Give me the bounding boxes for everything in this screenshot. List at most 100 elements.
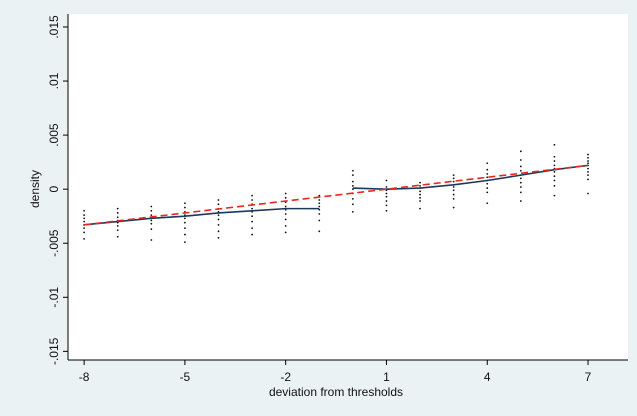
point [83, 231, 86, 234]
point [184, 221, 186, 224]
point [217, 199, 220, 201]
point [385, 200, 388, 202]
fit-line [84, 207, 320, 226]
point [553, 194, 556, 197]
point [452, 206, 455, 209]
point [251, 194, 253, 197]
point [452, 189, 455, 192]
point [284, 225, 287, 227]
x-tick-label: 7 [585, 370, 592, 384]
point [284, 192, 287, 195]
point [318, 213, 321, 215]
point [116, 235, 119, 238]
point [284, 231, 287, 234]
point [452, 197, 455, 200]
point [419, 207, 421, 210]
point [150, 219, 153, 222]
point [116, 229, 119, 232]
point [519, 186, 522, 188]
point [385, 204, 388, 207]
point [83, 209, 86, 212]
point [150, 222, 153, 225]
point [83, 217, 86, 220]
point [217, 230, 220, 233]
point [116, 225, 119, 227]
x-tick-label: -2 [280, 370, 291, 384]
point [251, 199, 253, 201]
point [587, 167, 589, 170]
y-tick-label: 0 [47, 186, 61, 193]
point [184, 202, 186, 205]
point [519, 181, 522, 184]
point [351, 197, 354, 200]
y-axis-label: density [28, 170, 42, 208]
point [318, 194, 321, 197]
y-tick-label: -.005 [47, 229, 61, 257]
point [351, 180, 354, 183]
point [116, 216, 119, 219]
point [519, 159, 522, 161]
point [486, 187, 489, 189]
point [452, 186, 455, 188]
point [587, 156, 589, 159]
point [251, 233, 253, 236]
point [150, 209, 153, 212]
point [385, 186, 388, 188]
point [519, 191, 522, 194]
point [587, 174, 589, 177]
point [486, 182, 489, 185]
point [486, 191, 489, 194]
point [150, 239, 153, 241]
point [385, 179, 388, 182]
point [251, 215, 253, 218]
y-tick-label: -.015 [47, 337, 61, 365]
point [553, 175, 556, 178]
point [83, 238, 86, 240]
point [553, 164, 556, 167]
x-tick-label: 1 [383, 370, 390, 384]
plot-area [68, 14, 628, 360]
point [217, 203, 220, 206]
point [217, 214, 220, 217]
y-tick-label: .01 [47, 72, 61, 89]
point [419, 181, 421, 184]
point [519, 169, 522, 172]
point [184, 206, 186, 209]
point [217, 223, 220, 226]
point [251, 207, 253, 210]
point [351, 203, 354, 206]
point [419, 193, 421, 196]
point [553, 155, 556, 158]
point [284, 213, 287, 215]
point [385, 195, 388, 198]
point [184, 233, 186, 236]
point [217, 236, 220, 239]
y-tick-label: .015 [47, 15, 61, 39]
point [150, 205, 153, 208]
point [385, 209, 388, 212]
x-tick-label: -5 [180, 370, 191, 384]
point [284, 205, 287, 208]
point [587, 170, 589, 173]
point [184, 217, 186, 220]
point [452, 180, 455, 183]
point [419, 200, 421, 202]
point [587, 162, 589, 165]
point [351, 210, 354, 213]
point [486, 176, 489, 179]
point [150, 228, 153, 231]
point [251, 220, 253, 223]
point [318, 205, 321, 208]
point [553, 160, 556, 162]
point [116, 212, 119, 214]
x-axis-label: deviation from thresholds [269, 385, 403, 399]
point [587, 178, 589, 181]
point [553, 143, 556, 146]
point [184, 241, 186, 244]
point [116, 207, 119, 210]
point [284, 196, 287, 199]
point [318, 230, 321, 233]
y-tick-label: -.01 [47, 287, 61, 308]
point [587, 153, 589, 156]
